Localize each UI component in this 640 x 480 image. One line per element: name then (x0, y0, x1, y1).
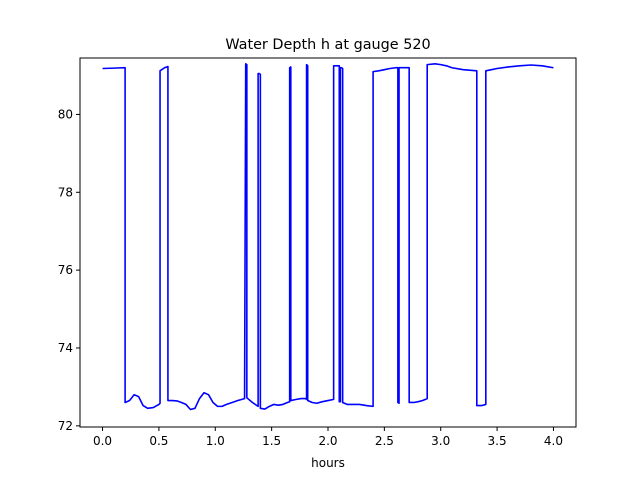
series-layer (102, 63, 554, 411)
chart-title: Water Depth h at gauge 520 (225, 37, 430, 53)
series-line (102, 63, 554, 411)
y-tick-label: 72 (58, 419, 73, 433)
x-tick-label: 3.0 (431, 434, 450, 448)
x-tick-label: 2.0 (318, 434, 337, 448)
y-axis: 72 74 76 78 80 (58, 107, 80, 433)
x-axis: 0.0 0.5 1.0 1.5 2.0 2.5 3.0 3.5 4.0 (93, 427, 563, 448)
x-tick-label: 0.5 (149, 434, 168, 448)
y-tick-label: 80 (58, 107, 73, 121)
x-tick-label: 0.0 (93, 434, 112, 448)
plot-area (80, 58, 576, 427)
x-axis-label: hours (311, 456, 345, 470)
x-tick-label: 1.0 (206, 434, 225, 448)
x-tick-label: 1.5 (262, 434, 281, 448)
x-tick-label: 4.0 (544, 434, 563, 448)
x-tick-label: 3.5 (488, 434, 507, 448)
x-tick-label: 2.5 (375, 434, 394, 448)
y-tick-label: 76 (58, 263, 73, 277)
y-tick-label: 78 (58, 185, 73, 199)
y-tick-label: 74 (58, 341, 73, 355)
